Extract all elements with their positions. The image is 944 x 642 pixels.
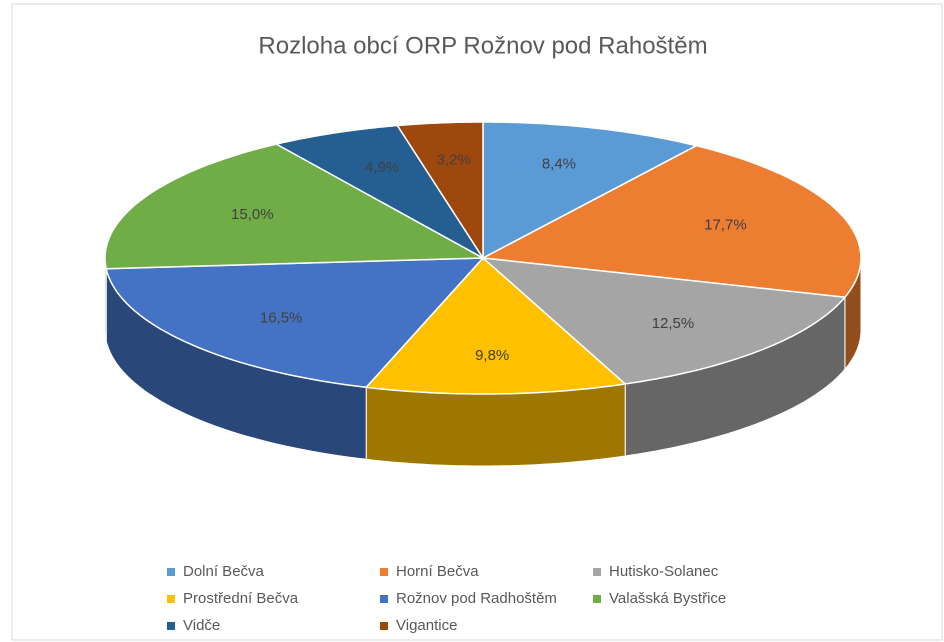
data-label: 8,4%: [542, 155, 576, 172]
slice: [480, 144, 862, 298]
legend-label: Horní Bečva: [396, 563, 479, 580]
slice: [480, 257, 847, 385]
legend-label: Rožnov pod Radhoštěm: [396, 590, 557, 607]
legend-swatch: [380, 568, 388, 576]
data-label: 16,5%: [260, 310, 303, 327]
legend-swatch: [380, 595, 388, 603]
legend-label: Prostřední Bečva: [183, 590, 299, 607]
data-label: 9,8%: [475, 347, 509, 364]
data-label: 3,2%: [437, 152, 471, 169]
slice: [105, 257, 485, 389]
legend-label: Vigantice: [396, 617, 457, 634]
data-label: 12,5%: [652, 315, 695, 332]
slice: [396, 121, 484, 261]
slice-side: [365, 383, 626, 467]
chart-title: Rozloha obcí ORP Rožnov pod Rahoštěm: [258, 32, 707, 59]
legend-swatch: [593, 568, 601, 576]
slice: [274, 124, 484, 259]
data-label: 4,9%: [365, 159, 399, 176]
legend-swatch: [167, 622, 175, 630]
legend-swatch: [593, 595, 601, 603]
legend-swatch: [167, 595, 175, 603]
legend-label: Valašská Bystřice: [609, 590, 726, 607]
slice: [104, 143, 486, 270]
slice: [482, 121, 699, 260]
legend-label: Vidče: [183, 617, 220, 634]
legend-swatch: [167, 568, 175, 576]
data-label: 15,0%: [231, 206, 274, 223]
data-label: 17,7%: [704, 216, 747, 233]
legend-label: Dolní Bečva: [183, 563, 265, 580]
legend-label: Hutisko-Solanec: [609, 563, 719, 580]
slice: [364, 256, 627, 395]
legend-swatch: [380, 622, 388, 630]
